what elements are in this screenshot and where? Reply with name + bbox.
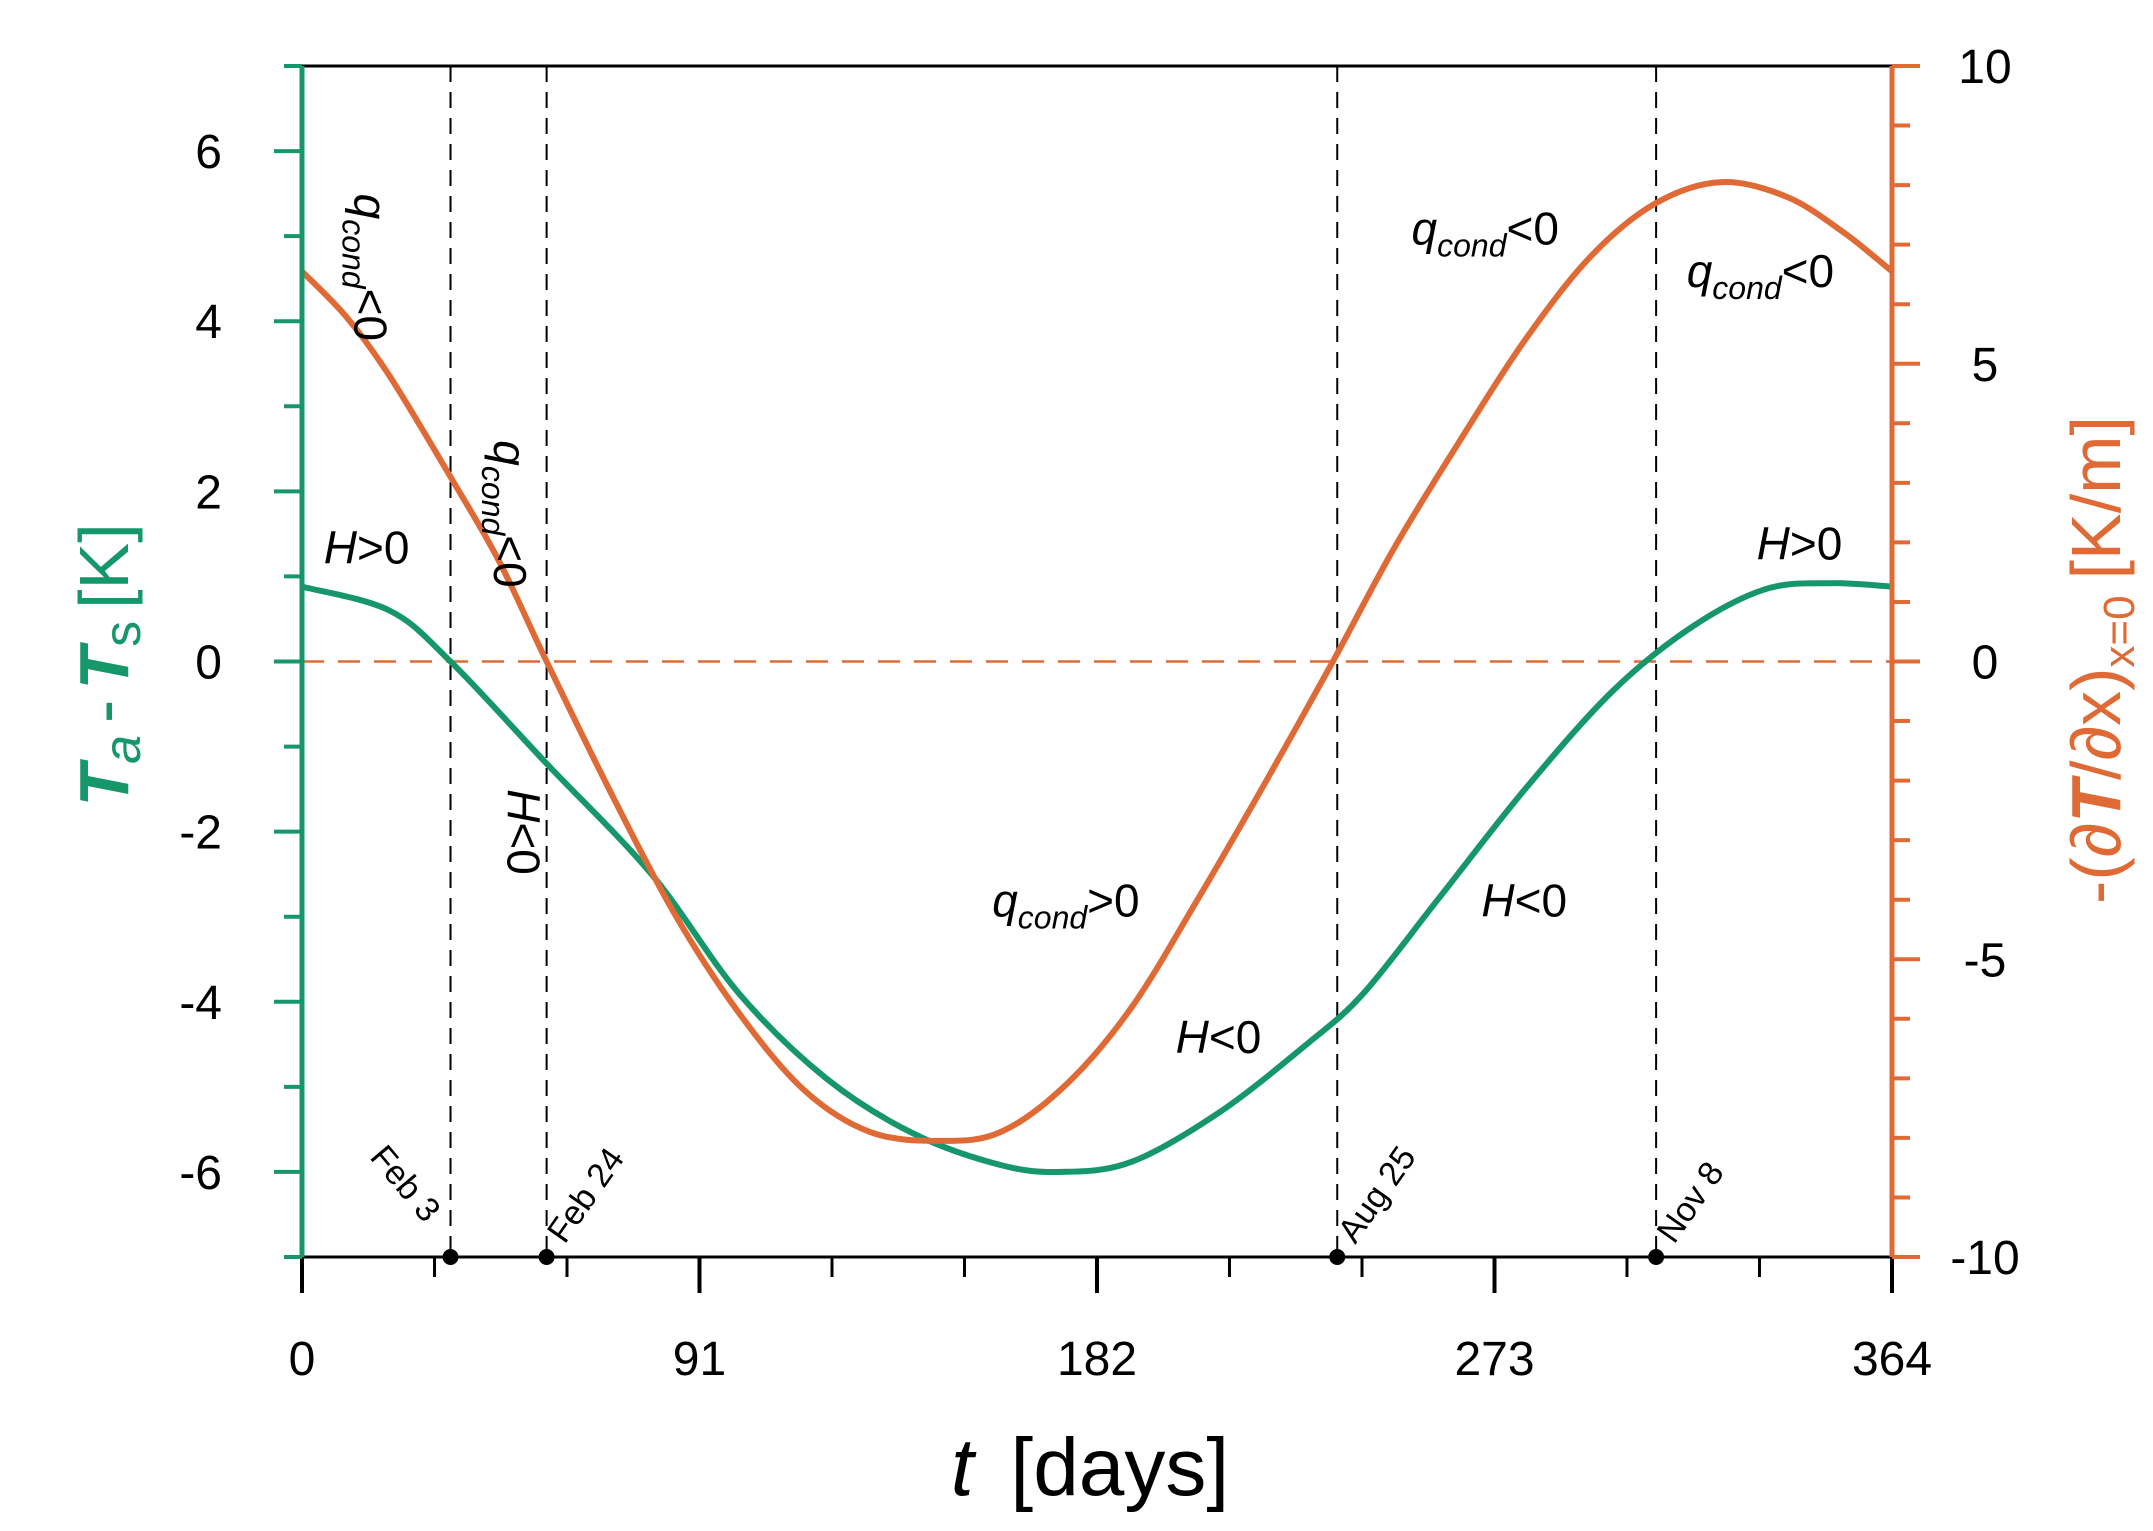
- x-tick-label: 0: [289, 1333, 316, 1386]
- y-left-tick-label: 4: [195, 296, 222, 349]
- y-left-tick-label: -4: [179, 977, 222, 1030]
- q-cond-annotation: qcond<0: [475, 440, 536, 587]
- x-tick-label: 273: [1454, 1333, 1534, 1386]
- h-annotation: H<0: [1176, 1011, 1262, 1063]
- date-marker-dot: [538, 1249, 555, 1265]
- h-annotation: H<0: [1481, 875, 1567, 927]
- annotation-layer: qcond<0 qcond<0 qcond<0 qcond<0 qcond>0 H>0 H<…: [324, 194, 1842, 1063]
- h-annotation: H<0: [497, 789, 549, 875]
- date-label: Feb 3: [363, 1138, 448, 1229]
- date-label: Aug 25: [1331, 1140, 1424, 1250]
- y-right-tick-label: 0: [1972, 637, 1999, 690]
- y-right-tick-label: 5: [1972, 339, 1999, 392]
- x-tick-label: 91: [673, 1333, 726, 1386]
- date-marker-dot: [1648, 1249, 1665, 1265]
- q-cond-annotation: qcond<0: [1412, 203, 1559, 264]
- y-axis-right-title: -(∂T/∂x)x=0[K/m]: [2057, 416, 2144, 904]
- y-left-tick-label: 6: [195, 126, 222, 179]
- y-left-tick-label: -2: [179, 807, 222, 860]
- axes-layer: 0 91 182 273 364 -6 -4 -2 0 2 4 6 -10 -5 0 5 10 Feb 3 Feb …: [179, 41, 2019, 1386]
- series-line-ta-ts: [301, 580, 1893, 1176]
- y-left-tick-label: 0: [195, 637, 222, 690]
- h-annotation: H>0: [324, 522, 410, 574]
- y-right-tick-label: -10: [1950, 1232, 2019, 1285]
- date-marker-dot: [1329, 1249, 1346, 1265]
- h-annotation: H>0: [1757, 517, 1843, 569]
- series-layer: [299, 179, 1894, 1176]
- q-cond-annotation: qcond<0: [1687, 245, 1834, 306]
- y-axis-left-title: Ta-Ts[K]: [65, 523, 152, 806]
- x-tick-label: 182: [1057, 1333, 1137, 1386]
- date-marker-dot: [442, 1249, 459, 1265]
- marker-layer: [302, 66, 1892, 1257]
- x-axis-title: t [days]: [951, 1422, 1229, 1513]
- series-line-gradient: [299, 179, 1894, 1144]
- q-cond-annotation: qcond>0: [992, 875, 1139, 936]
- y-right-tick-label: -5: [1964, 934, 2007, 987]
- y-right-tick-label: 10: [1958, 41, 2011, 94]
- date-label: Nov 8: [1650, 1155, 1732, 1250]
- y-left-tick-label: -6: [179, 1147, 222, 1200]
- y-left-tick-label: 2: [195, 466, 222, 519]
- x-tick-label: 364: [1852, 1333, 1932, 1386]
- q-cond-annotation: qcond<0: [335, 194, 396, 341]
- date-label: Feb 24: [540, 1141, 632, 1250]
